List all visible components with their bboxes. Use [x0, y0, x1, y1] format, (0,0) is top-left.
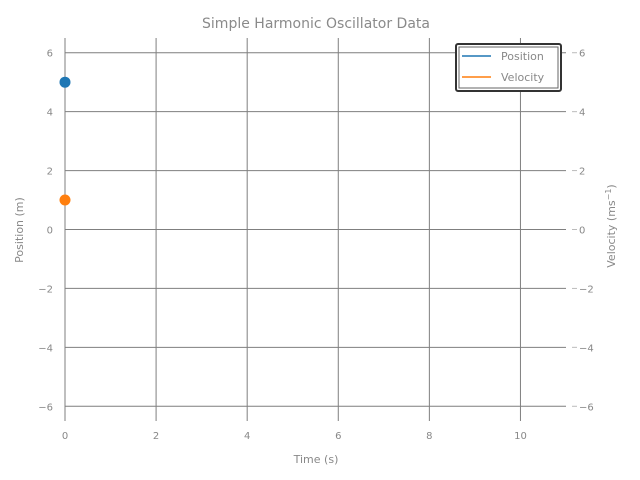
legend-inner-frame: [458, 46, 559, 89]
y-tick-label-left: 0: [47, 226, 53, 237]
y-tick-label-left: 6: [47, 49, 53, 60]
legend: Position Velocity: [455, 43, 562, 92]
x-axis-label: Time (s): [293, 453, 339, 466]
x-tick-label: 2: [153, 431, 159, 442]
y-tick-label-left: 2: [47, 167, 53, 178]
y-tick-label-right: 0: [579, 226, 585, 237]
y-tick-label-left: −4: [38, 343, 53, 354]
legend-label-velocity: Velocity: [501, 71, 545, 84]
data-point-position: [59, 76, 71, 88]
y-tick-label-left: −6: [38, 402, 53, 413]
chart-title: Simple Harmonic Oscillator Data: [202, 16, 430, 32]
y-tick-label-right: −4: [579, 343, 594, 354]
y-tick-label-left: −2: [38, 284, 53, 295]
y-tick-label-right: 6: [579, 49, 585, 60]
y-tick-label-right: 2: [579, 167, 585, 178]
grid: [64, 38, 566, 421]
x-ticks: 0 2 4 6 8 10: [62, 431, 527, 442]
y-tick-label-right: 4: [579, 108, 585, 119]
y-tick-label-right: −2: [579, 284, 594, 295]
y-axis-label-right: Velocity (ms−1): [604, 184, 619, 267]
y-tick-label-left: 4: [47, 108, 53, 119]
data-point-velocity: [59, 194, 71, 206]
x-tick-label: 0: [62, 431, 68, 442]
y-ticks-left: 6 4 2 0 −2 −4 −6: [38, 49, 53, 414]
x-tick-label: 6: [335, 431, 341, 442]
data-points: [59, 76, 71, 206]
y-ticks-right: 6 4 2 0 −2 −4 −6: [572, 49, 594, 413]
legend-label-position: Position: [501, 50, 544, 63]
x-tick-label: 4: [244, 431, 250, 442]
x-tick-label: 10: [514, 431, 527, 442]
y-tick-label-right: −6: [579, 402, 594, 413]
y-axis-label-left: Position (m): [13, 197, 26, 263]
x-tick-label: 8: [426, 431, 432, 442]
